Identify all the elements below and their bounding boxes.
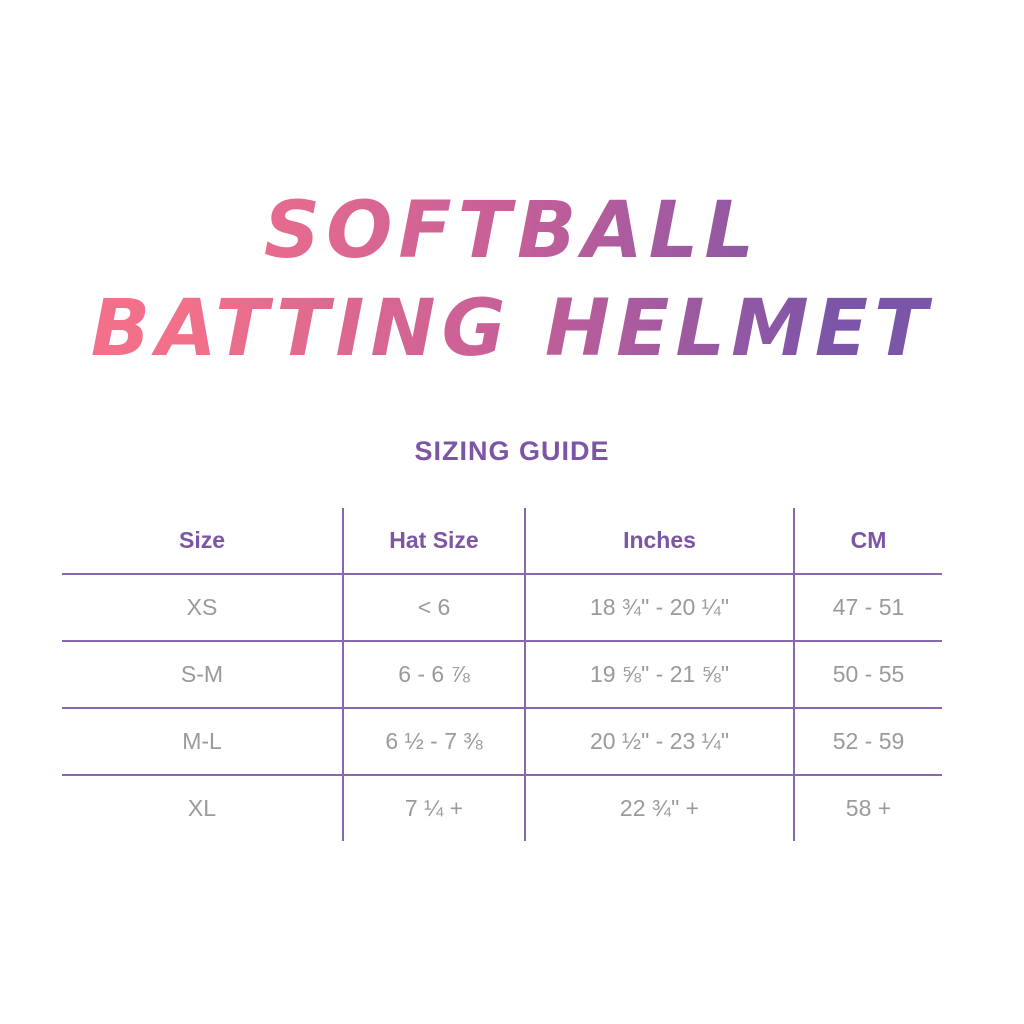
cell-hat-size: 7 ¼ + [342,775,525,841]
table-row: S-M 6 - 6 ⅞ 19 ⅝" - 21 ⅝" 50 - 55 [62,641,942,709]
sizing-guide-heading: SIZING GUIDE [414,436,610,466]
cell-cm: 50 - 55 [793,641,942,709]
cell-inches: 20 ½" - 23 ¼" [524,708,794,776]
sizing-table: Size Hat Size Inches CM XS < 6 18 ¾" - 2… [62,508,942,841]
cell-inches: 18 ¾" - 20 ¼" [524,574,794,642]
header-size: Size [62,508,343,575]
header-cm: CM [793,508,942,575]
cell-cm: 58 + [793,775,942,841]
cell-cm: 47 - 51 [793,574,942,642]
table-row: XS < 6 18 ¾" - 20 ¼" 47 - 51 [62,574,942,642]
cell-size: S-M [62,641,343,709]
title-line-2: BATTING HELMET [0,290,1024,368]
table-header-row: Size Hat Size Inches CM [62,508,942,575]
cell-cm: 52 - 59 [793,708,942,776]
header-inches: Inches [524,508,794,575]
cell-size: M-L [62,708,343,776]
title-line-1: SOFTBALL [0,192,1024,270]
cell-size: XS [62,574,343,642]
cell-hat-size: 6 - 6 ⅞ [342,641,525,709]
header-hat-size: Hat Size [342,508,525,575]
table-row: M-L 6 ½ - 7 ⅜ 20 ½" - 23 ¼" 52 - 59 [62,708,942,776]
cell-size: XL [187,795,217,821]
table-row: XL 7 ¼ + 22 ¾" + 58 + [62,775,942,841]
cell-hat-size: < 6 [342,574,525,642]
cell-inches: 22 ¾" + [524,775,794,841]
cell-hat-size: 6 ½ - 7 ⅜ [342,708,525,776]
cell-inches: 19 ⅝" - 21 ⅝" [524,641,794,709]
